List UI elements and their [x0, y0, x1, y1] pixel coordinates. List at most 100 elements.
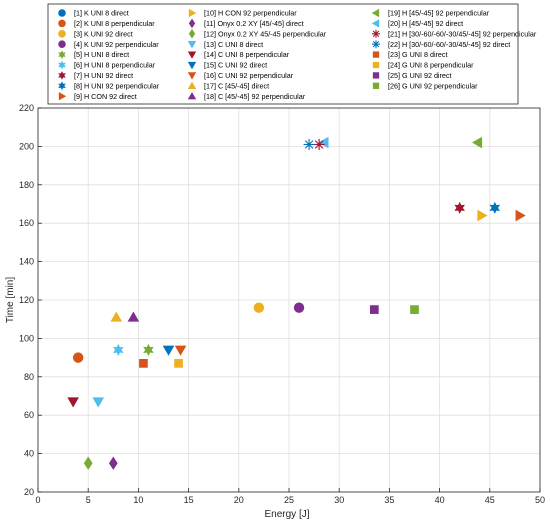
- legend-entry-12: [12] Onyx 0.2 XY 45/-45 perpendicular: [204, 29, 327, 38]
- legend-marker-22: [372, 40, 380, 49]
- data-point-10: [477, 209, 488, 222]
- data-point-2: [72, 352, 84, 363]
- data-point-5: [143, 343, 154, 357]
- x-tick-label: 40: [435, 495, 445, 505]
- legend-marker-5: [58, 50, 66, 60]
- legend-marker-7: [58, 70, 66, 80]
- data-point-4: [293, 302, 305, 313]
- legend-entry-16: [16] C UNI 92 perpendicular: [204, 71, 294, 80]
- y-tick-label: 60: [24, 410, 34, 420]
- legend-entry-13: [13] C UNI 8 direct: [204, 40, 263, 49]
- x-tick-label: 20: [234, 495, 244, 505]
- legend-marker-23: [372, 51, 380, 58]
- legend-entry-5: [5] H UNI 8 direct: [74, 50, 129, 59]
- legend-entry-4: [4] K UNI 92 perpendicular: [74, 40, 159, 49]
- data-point-24: [174, 359, 183, 368]
- x-tick-label: 10: [133, 495, 143, 505]
- x-tick-label: 25: [284, 495, 294, 505]
- legend-marker-6: [58, 60, 66, 70]
- legend-marker-15: [187, 61, 197, 70]
- y-tick-label: 80: [24, 372, 34, 382]
- data-point-20: [318, 136, 329, 149]
- y-tick-label: 40: [24, 449, 34, 459]
- legend-marker-11: [188, 18, 196, 29]
- data-point-17: [110, 311, 123, 322]
- legend-marker-3: [58, 30, 66, 38]
- legend-marker-9: [58, 92, 67, 101]
- legend-entry-20: [20] H [45/-45] 92 direct: [388, 19, 463, 28]
- data-point-8: [489, 201, 501, 214]
- x-tick-label: 50: [535, 495, 545, 505]
- legend-marker-12: [188, 28, 196, 39]
- x-tick-label: 15: [184, 495, 194, 505]
- legend-entry-23: [23] G UNI 8 direct: [388, 50, 448, 59]
- legend-marker-4: [58, 40, 66, 48]
- data-point-22: [303, 138, 315, 150]
- legend-entry-15: [15] C UNI 92 direct: [204, 61, 267, 70]
- y-tick-label: 120: [19, 295, 34, 305]
- legend-entry-22: [22] H [30/-60/-60/-30/45/-45] 92 direct: [388, 40, 510, 49]
- legend-entry-14: [14] C UNI 8 perpendicular: [204, 50, 290, 59]
- legend-marker-8: [58, 81, 66, 91]
- legend-entry-9: [9] H CON 92 direct: [74, 92, 137, 101]
- legend-entry-11: [11] Onyx 0.2 XY [45/-45] direct: [204, 19, 304, 28]
- legend-marker-10: [188, 8, 197, 18]
- data-point-7: [454, 201, 465, 214]
- data-point-12: [83, 456, 93, 470]
- y-tick-label: 20: [24, 487, 34, 497]
- x-tick-label: 0: [35, 495, 40, 505]
- legend-marker-13: [187, 41, 197, 49]
- y-tick-label: 100: [19, 333, 34, 343]
- legend-entry-2: [2] K UNI 8 perpendicular: [74, 19, 155, 28]
- legend-marker-24: [372, 61, 380, 69]
- legend-entry-3: [3] K UNI 92 direct: [74, 29, 133, 38]
- y-tick-label: 160: [19, 218, 34, 228]
- legend-entry-6: [6] H UNI 8 perpendicular: [74, 61, 156, 70]
- legend-entry-19: [19] H [45/-45] 92 perpendicular: [388, 9, 490, 18]
- legend-entry-10: [10] H CON 92 perpendicular: [204, 9, 297, 18]
- data-point-26: [410, 305, 419, 314]
- axes: 0 5 10 15 20 25 30 35 40 45 50 20 40 60 80 100 120 140 160…: [19, 103, 545, 505]
- legend-entry-26: [26] G UNI 92 perpendicular: [388, 81, 478, 90]
- y-tick-label: 220: [19, 103, 34, 113]
- legend-entry-17: [17] C [45/-45] direct: [204, 81, 269, 90]
- legend-marker-25: [372, 72, 380, 79]
- data-point-3: [253, 302, 265, 313]
- data-point-6: [113, 343, 124, 357]
- legend-entry-7: [7] H UNI 92 direct: [74, 71, 133, 80]
- legend-marker-17: [187, 81, 197, 89]
- x-axis-label: Energy [J]: [264, 509, 309, 520]
- data-point-16: [174, 345, 187, 356]
- grid: [37, 107, 541, 493]
- legend-entry-21: [21] H [30/-60/-60/-30/45/-45] 92 perpen…: [388, 29, 537, 38]
- legend-entry-25: [25] G UNI 92 direct: [388, 71, 452, 80]
- y-tick-label: 180: [19, 180, 34, 190]
- legend-marker-2: [58, 19, 66, 28]
- data-point-15: [162, 345, 175, 356]
- legend-box: [47, 3, 519, 105]
- legend-marker-14: [187, 51, 197, 59]
- legend: [1] K UNI 8 direct[2] K UNI 8 perpendicu…: [47, 3, 537, 105]
- data-point-25: [369, 305, 379, 314]
- data-point-14: [67, 397, 79, 408]
- legend-marker-21: [372, 29, 380, 38]
- y-axis-label: Time [min]: [5, 277, 16, 324]
- legend-marker-20: [371, 19, 380, 28]
- legend-entry-18: [18] C [45/-45] 92 perpendicular: [204, 92, 306, 101]
- y-tick-label: 200: [19, 141, 34, 151]
- data-point-19: [471, 136, 483, 149]
- legend-marker-18: [187, 92, 197, 100]
- legend-entry-24: [24] G UNI 8 perpendicular: [388, 61, 474, 70]
- legend-marker-19: [371, 8, 380, 18]
- legend-marker-16: [187, 72, 197, 80]
- data-point-9: [515, 209, 526, 222]
- data-point-11: [108, 456, 118, 470]
- data-point-21: [313, 138, 325, 150]
- x-tick-label: 5: [86, 495, 91, 505]
- y-tick-label: 140: [19, 257, 34, 267]
- data-point-18: [127, 311, 140, 322]
- x-tick-label: 30: [334, 495, 344, 505]
- data-point-23: [139, 359, 148, 368]
- legend-marker-26: [372, 82, 380, 89]
